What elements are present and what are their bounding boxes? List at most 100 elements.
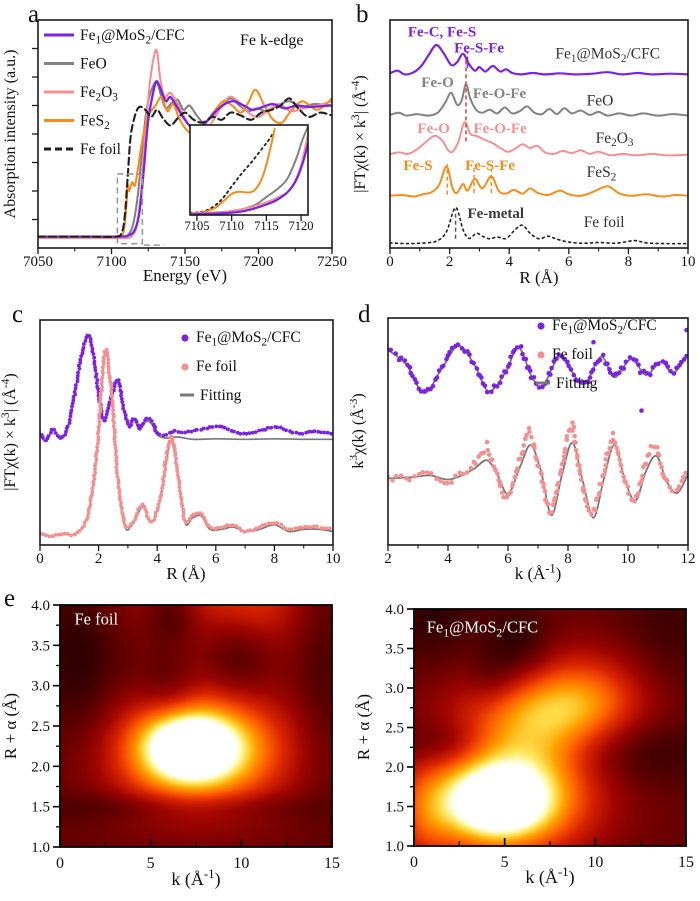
svg-text:Fe1@MoS2/CFC: Fe1@MoS2/CFC [427, 618, 538, 640]
svg-text:0: 0 [410, 854, 418, 871]
panel-label-b: b [356, 1, 369, 28]
svg-text:8: 8 [271, 551, 279, 567]
svg-text:4: 4 [444, 551, 452, 567]
svg-text:R + α (Å): R + α (Å) [354, 694, 373, 760]
svg-text:Fe-O-Fe: Fe-O-Fe [473, 86, 527, 102]
svg-text:3.5: 3.5 [31, 638, 50, 654]
panel-label-c: c [12, 301, 24, 328]
svg-text:5: 5 [147, 855, 155, 872]
svg-text:Fitting: Fitting [200, 387, 242, 404]
svg-text:Energy (eV): Energy (eV) [143, 266, 227, 285]
svg-text:2.5: 2.5 [31, 719, 50, 735]
svg-text:7115: 7115 [254, 219, 279, 233]
svg-text:12: 12 [681, 551, 696, 567]
svg-text:Fe-metal: Fe-metal [467, 206, 524, 222]
svg-text:4.0: 4.0 [385, 602, 404, 618]
svg-text:6: 6 [565, 254, 573, 270]
heatmap-axes-fe-foil: 0 5 10 15 1.0 1.5 2.0 2.5 3.0 3.5 4.0 k (Å-1) R + α … [1, 598, 340, 890]
svg-text:Fe1@MoS2/CFC: Fe1@MoS2/CFC [80, 27, 185, 46]
svg-text:Fe1@MoS2/CFC: Fe1@MoS2/CFC [552, 317, 657, 336]
svg-text:Fe foil: Fe foil [75, 609, 119, 628]
svg-text:Fe2O3: Fe2O3 [80, 84, 118, 103]
panel-e-heatmap-fe-foil: 0 5 10 15 1.0 1.5 2.0 2.5 3.0 3.5 4.0 k (Å-1) R + α … [0, 580, 352, 901]
svg-text:0: 0 [36, 551, 44, 567]
svg-text:7100: 7100 [97, 254, 127, 270]
svg-text:FeS2: FeS2 [80, 113, 110, 132]
panel-e-heatmap-fe1-mos2-cfc: 0 5 10 15 1.0 1.5 2.0 2.5 3.0 3.5 4.0 k (Å-1) R + α … [352, 580, 700, 901]
svg-text:2.5: 2.5 [385, 721, 404, 737]
svg-text:Fe-O-Fe: Fe-O-Fe [473, 121, 527, 137]
svg-text:1.5: 1.5 [385, 800, 404, 816]
svg-text:2.0: 2.0 [31, 759, 50, 775]
svg-text:Fe1@MoS2/CFC: Fe1@MoS2/CFC [555, 46, 660, 65]
svg-text:Fe-S-Fe: Fe-S-Fe [454, 40, 504, 56]
svg-text:4: 4 [153, 551, 161, 567]
svg-text:7120: 7120 [289, 219, 314, 233]
svg-text:15: 15 [324, 855, 340, 872]
panel-d-kspace-fitting-chart: 2 4 6 8 10 12 k (Å-1) k3χ(k) (Å-3) Fe1@MoS2/CFC F… [350, 317, 696, 583]
svg-text:Fe-C, Fe-S: Fe-C, Fe-S [408, 25, 476, 41]
heatmap-axes-fe1-mos2-cfc: 0 5 10 15 1.0 1.5 2.0 2.5 3.0 3.5 4.0 k (Å-1) R + α … [354, 602, 694, 888]
svg-text:R (Å): R (Å) [166, 564, 205, 583]
svg-text:1.5: 1.5 [31, 800, 50, 816]
svg-text:4: 4 [505, 254, 513, 270]
svg-text:Fe foil: Fe foil [80, 141, 121, 158]
svg-text:8: 8 [625, 254, 633, 270]
panel-label-d: d [358, 301, 371, 328]
svg-text:8: 8 [564, 551, 572, 567]
svg-text:7105: 7105 [184, 219, 209, 233]
svg-text:0: 0 [386, 254, 394, 270]
svg-text:k (Å-1): k (Å-1) [525, 864, 574, 888]
svg-text:10: 10 [233, 855, 249, 872]
svg-text:1.0: 1.0 [31, 840, 50, 856]
svg-text:2: 2 [95, 551, 103, 567]
svg-text:6: 6 [504, 551, 512, 567]
svg-text:7200: 7200 [244, 254, 274, 270]
svg-text:7110: 7110 [219, 219, 244, 233]
svg-text:10: 10 [587, 854, 603, 871]
wavelet-heatmap-fe-foil [60, 605, 332, 847]
svg-text:k3χ(k) (Å-3): k3χ(k) (Å-3) [350, 393, 367, 468]
svg-text:|FTχ(k) × k3| (Å-4): |FTχ(k) × k3| (Å-4) [350, 75, 369, 192]
svg-text:3.5: 3.5 [385, 642, 404, 658]
svg-text:6: 6 [212, 551, 220, 567]
panel-label-e: e [4, 585, 16, 612]
svg-text:7050: 7050 [23, 254, 53, 270]
svg-text:|FTχ(k) × k3| (Å-4): |FTχ(k) × k3| (Å-4) [0, 373, 19, 490]
svg-text:10: 10 [326, 551, 341, 567]
svg-text:15: 15 [678, 854, 694, 871]
panel-a-xanes-chart: 7050 7100 7150 7200 7250 Energy (eV) Absorptio… [2, 19, 347, 285]
svg-text:R + α (Å): R + α (Å) [1, 693, 20, 759]
svg-text:2: 2 [384, 551, 392, 567]
svg-text:k (Å-1): k (Å-1) [515, 562, 562, 583]
svg-text:10: 10 [621, 551, 636, 567]
panel-b-ft-exafs-chart: Fe-C, Fe-SFe-S-Fe Fe1@MoS2/CFCFe-OFe-O-Fe… [350, 19, 696, 287]
svg-text:Fe k-edge: Fe k-edge [240, 32, 304, 49]
svg-text:2.0: 2.0 [385, 760, 404, 776]
svg-text:Fe-S-Fe: Fe-S-Fe [465, 158, 515, 174]
svg-text:Fe-O: Fe-O [421, 75, 453, 91]
svg-text:Fe1@MoS2/CFC: Fe1@MoS2/CFC [196, 329, 301, 348]
wavelet-heatmap-fe1-mos2-cfc [414, 609, 686, 846]
svg-text:2: 2 [446, 254, 454, 270]
svg-text:k (Å-1): k (Å-1) [171, 866, 220, 890]
svg-text:Fe foil: Fe foil [584, 214, 625, 231]
svg-text:Fitting: Fitting [556, 375, 598, 392]
svg-text:4.0: 4.0 [31, 598, 50, 614]
svg-text:FeO: FeO [80, 56, 107, 73]
panel-c-rspace-fitting-chart: 0 2 4 6 8 10 R (Å) |FTχ(k) × k3| (Å-4) Fe1@MoS2/… [0, 319, 341, 583]
svg-text:7150: 7150 [170, 254, 200, 270]
svg-text:Fe2O3: Fe2O3 [596, 130, 634, 149]
panel-label-a: a [28, 1, 40, 28]
svg-text:Fe-O: Fe-O [417, 121, 449, 137]
svg-text:Absorption intensity (a.u.): Absorption intensity (a.u.) [2, 50, 19, 219]
svg-text:R (Å): R (Å) [519, 268, 558, 287]
svg-text:0: 0 [56, 855, 64, 872]
svg-text:3.0: 3.0 [31, 679, 50, 695]
svg-text:10: 10 [681, 254, 696, 270]
svg-text:3.0: 3.0 [385, 681, 404, 697]
svg-text:Fe-S: Fe-S [403, 158, 432, 174]
svg-text:7250: 7250 [317, 254, 347, 270]
svg-text:1.0: 1.0 [385, 839, 404, 855]
